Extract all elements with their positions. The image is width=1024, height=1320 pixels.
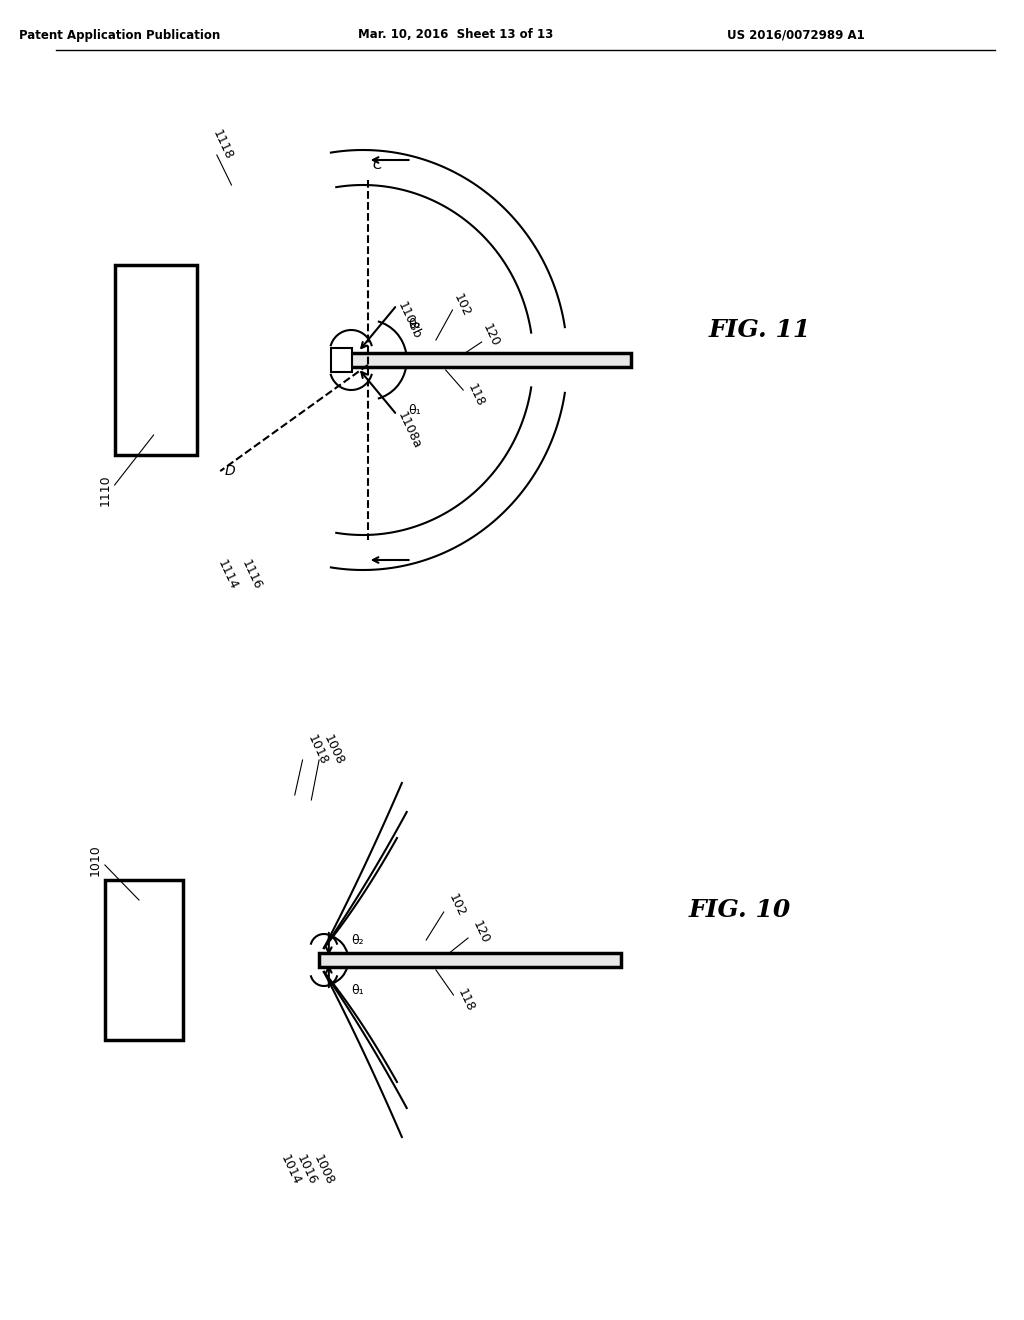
Text: Patent Application Publication: Patent Application Publication bbox=[18, 29, 220, 41]
Text: 1010: 1010 bbox=[89, 843, 102, 876]
Text: θ₂: θ₂ bbox=[409, 318, 421, 331]
Text: 1118: 1118 bbox=[210, 128, 236, 162]
Text: D: D bbox=[225, 465, 236, 478]
Text: FIG. 10: FIG. 10 bbox=[689, 898, 792, 921]
Text: 102: 102 bbox=[445, 891, 468, 919]
Bar bbox=[331, 348, 352, 372]
Text: 1016: 1016 bbox=[294, 1152, 318, 1187]
Bar bbox=[319, 953, 621, 968]
Text: 120: 120 bbox=[479, 322, 502, 348]
Text: 1108a: 1108a bbox=[395, 409, 424, 450]
Text: 1116: 1116 bbox=[240, 558, 264, 593]
Text: Mar. 10, 2016  Sheet 13 of 13: Mar. 10, 2016 Sheet 13 of 13 bbox=[357, 29, 553, 41]
Bar bbox=[115, 265, 198, 455]
Bar bbox=[104, 880, 182, 1040]
Text: θ₁: θ₁ bbox=[409, 404, 421, 417]
Text: 120: 120 bbox=[470, 919, 492, 945]
Text: 118: 118 bbox=[456, 986, 477, 1014]
Text: θ₂: θ₂ bbox=[351, 933, 364, 946]
Text: 1110: 1110 bbox=[98, 474, 112, 506]
Text: 1014: 1014 bbox=[279, 1152, 303, 1187]
Text: 1008: 1008 bbox=[311, 1152, 337, 1187]
Text: 1114: 1114 bbox=[215, 558, 240, 593]
Text: FIG. 11: FIG. 11 bbox=[709, 318, 811, 342]
Text: 1018: 1018 bbox=[304, 733, 330, 767]
Text: 1008: 1008 bbox=[322, 733, 346, 767]
Bar bbox=[343, 352, 631, 367]
Text: θ₁: θ₁ bbox=[351, 983, 364, 997]
Text: US 2016/0072989 A1: US 2016/0072989 A1 bbox=[727, 29, 865, 41]
Text: C: C bbox=[373, 158, 382, 172]
Text: 102: 102 bbox=[451, 292, 472, 318]
Text: 118: 118 bbox=[465, 381, 487, 408]
Text: 1108b: 1108b bbox=[395, 300, 424, 341]
